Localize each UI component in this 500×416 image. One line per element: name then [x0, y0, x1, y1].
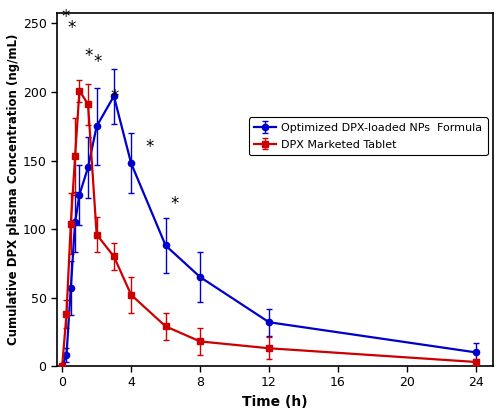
Text: *: *: [61, 8, 70, 26]
Text: *: *: [94, 53, 102, 72]
Text: *: *: [145, 139, 154, 156]
Text: *: *: [67, 19, 76, 37]
Text: *: *: [171, 195, 179, 213]
Text: *: *: [110, 88, 118, 106]
X-axis label: Time (h): Time (h): [242, 395, 308, 409]
Legend: Optimized DPX-loaded NPs  Formula, DPX Marketed Tablet: Optimized DPX-loaded NPs Formula, DPX Ma…: [248, 117, 488, 155]
Y-axis label: Cumulative DPX plasma Concentration (ng/mL): Cumulative DPX plasma Concentration (ng/…: [7, 34, 20, 345]
Text: *: *: [84, 47, 92, 64]
